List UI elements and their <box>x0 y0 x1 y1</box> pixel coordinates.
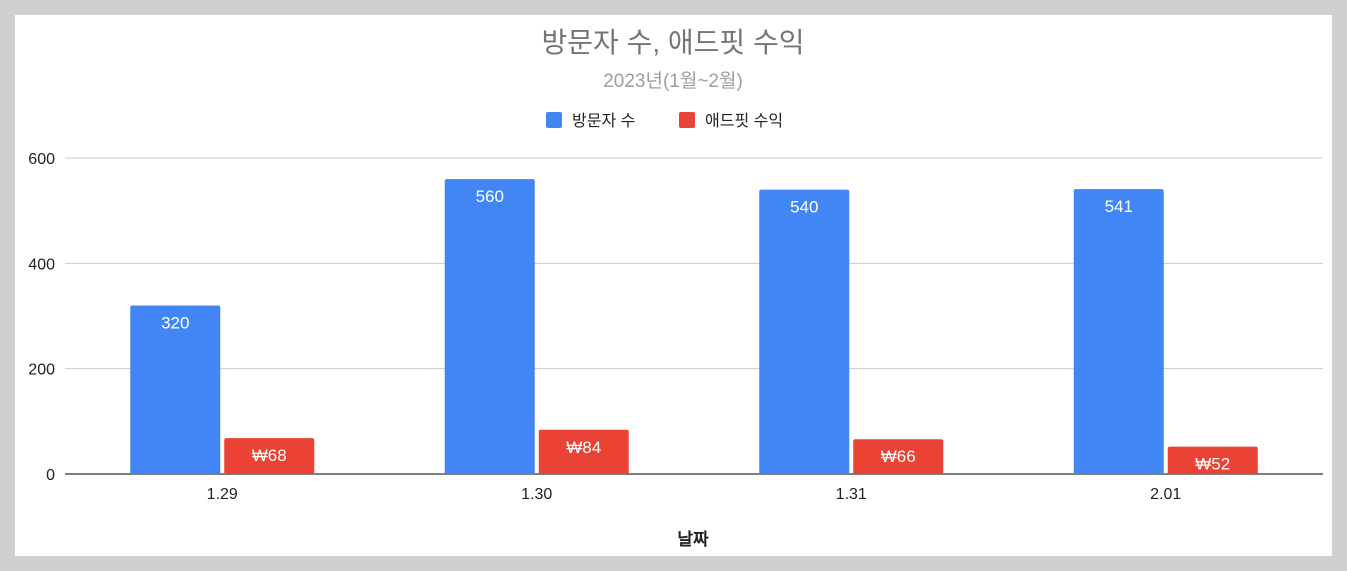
data-label-0-2: 540 <box>790 198 818 217</box>
data-label-1-2: ₩66 <box>881 447 916 466</box>
chart-svg: 방문자 수, 애드핏 수익 2023년(1월~2월) 방문자 수 애드핏 수익 0… <box>28 27 1323 549</box>
y-tick-label-2: 400 <box>28 256 55 273</box>
bar-0-1 <box>444 179 535 475</box>
x-axis-ticks: 1.29 1.30 1.31 2.01 <box>207 486 1182 503</box>
bar-1-1 <box>538 429 629 474</box>
x-tick-label-1: 1.30 <box>521 486 552 503</box>
bar-labels: 320 ₩68 560 ₩84 540 ₩66 541 ₩52 <box>161 187 1230 474</box>
data-label-1-3: ₩52 <box>1195 455 1230 474</box>
data-label-1-0: ₩68 <box>252 446 287 465</box>
data-label-0-1: 560 <box>476 187 504 206</box>
y-tick-label-1: 200 <box>28 362 55 379</box>
data-label-1-1: ₩84 <box>566 438 601 457</box>
bar-0-0 <box>130 305 221 474</box>
bars <box>130 179 1258 475</box>
y-tick-label-0: 0 <box>46 467 55 484</box>
x-tick-label-3: 2.01 <box>1150 486 1181 503</box>
y-axis-ticks: 0 200 400 600 <box>28 151 55 484</box>
bar-1-0 <box>224 438 315 474</box>
x-axis-title: 날짜 <box>677 530 709 549</box>
data-label-0-3: 541 <box>1105 197 1133 216</box>
bar-0-3 <box>1073 189 1164 474</box>
bar-1-2 <box>853 439 944 474</box>
legend-swatch-0 <box>546 112 562 128</box>
data-label-0-0: 320 <box>161 313 189 332</box>
legend-label-0: 방문자 수 <box>572 112 635 130</box>
legend-label-1: 애드핏 수익 <box>705 112 783 130</box>
chart-frame: 방문자 수, 애드핏 수익 2023년(1월~2월) 방문자 수 애드핏 수익 0… <box>15 15 1332 556</box>
legend: 방문자 수 애드핏 수익 <box>546 112 783 130</box>
chart-subtitle: 2023년(1월~2월) <box>603 70 743 92</box>
chart-title: 방문자 수, 애드핏 수익 <box>542 27 805 58</box>
x-tick-label-2: 1.31 <box>836 486 867 503</box>
bar-0-2 <box>759 189 850 474</box>
legend-swatch-1 <box>679 112 695 128</box>
bar-1-3 <box>1167 446 1258 474</box>
x-tick-label-0: 1.29 <box>207 486 238 503</box>
y-tick-label-3: 600 <box>28 151 55 168</box>
